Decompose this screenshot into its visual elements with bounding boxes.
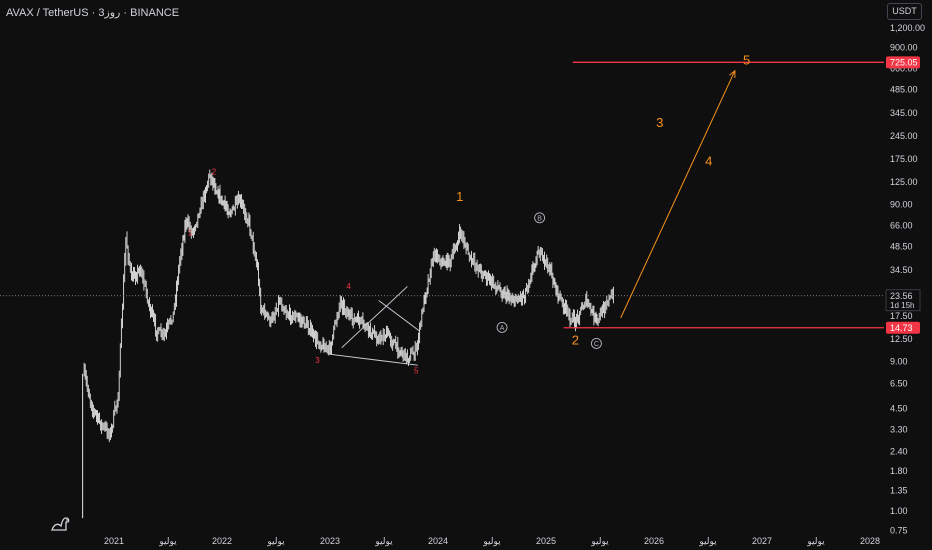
corrective-wave-label: B [537, 216, 542, 223]
y-tick-label: 900.00 [890, 43, 918, 53]
y-tick-label: 34.50 [890, 265, 913, 275]
y-tick-label: 1.35 [890, 486, 908, 496]
wave-label-orange: 2 [572, 333, 579, 348]
y-tick-label: 1.00 [890, 506, 908, 516]
corrective-wave-label: C [594, 341, 599, 348]
y-tick-label: 1,200.00 [890, 23, 925, 33]
x-tick-label: 2023 [320, 536, 340, 546]
corrective-wave-circle [590, 337, 602, 349]
current-price-label: 23.56 [890, 291, 913, 301]
y-tick-label: 48.50 [890, 242, 913, 252]
countdown-label: 1d 15h [890, 301, 914, 310]
x-tick-label: يوليو [482, 536, 501, 546]
wave-label-orange: 4 [705, 153, 712, 168]
y-tick-label: 125.00 [890, 177, 918, 187]
y-tick-label: 9.00 [890, 356, 908, 366]
y-tick-label: 1.80 [890, 466, 908, 476]
corrective-wave-circle [534, 212, 546, 224]
x-tick-label: يوليو [266, 536, 285, 546]
wave-label-red: 2 [212, 167, 217, 176]
current-price-box [885, 289, 921, 312]
currency-selector[interactable]: USDT [887, 3, 922, 20]
wave-label-red: 1 [188, 229, 193, 238]
x-tick-label: يوليو [698, 536, 717, 546]
y-tick-label: 90.00 [890, 199, 913, 209]
y-tick-label: 66.00 [890, 221, 913, 231]
wave-label-red: 5 [414, 367, 419, 376]
x-tick-label: 2021 [104, 536, 124, 546]
y-tick-label: 3.30 [890, 425, 908, 435]
x-tick-label: 2024 [428, 536, 448, 546]
y-tick-label: 345.00 [890, 108, 918, 118]
triangle-lower-line [329, 353, 418, 366]
y-tick-label: 12.50 [890, 334, 913, 344]
y-tick-label: 2.40 [890, 446, 908, 456]
x-tick-label: يوليو [590, 536, 609, 546]
x-tick-label: 2026 [644, 536, 664, 546]
wave-label-orange: 3 [656, 115, 663, 130]
y-tick-label: 245.00 [890, 131, 918, 141]
x-tick-label: 2022 [212, 536, 232, 546]
x-tick-label: يوليو [806, 536, 825, 546]
wave-label-red: 4 [346, 282, 351, 291]
y-tick-label: 17.50 [890, 311, 913, 321]
y-tick-label: 0.75 [890, 526, 908, 536]
corrective-wave-circle [496, 321, 508, 333]
x-tick-label: 2027 [752, 536, 772, 546]
symbol-title[interactable]: AVAX / TetherUS · 3روز · BINANCE [6, 7, 180, 19]
projection-arrow-head [729, 69, 736, 78]
tradingview-logo-icon[interactable] [50, 512, 72, 532]
triangle-upper-line [341, 286, 408, 348]
x-tick-label: يوليو [158, 536, 177, 546]
projection-arrow-line [620, 70, 736, 319]
level-label: 725.05 [890, 57, 918, 67]
y-tick-label: 6.50 [890, 378, 908, 388]
level-tag [886, 56, 920, 69]
corrective-wave-label: A [500, 325, 505, 332]
level-label: 14.73 [890, 323, 913, 333]
x-tick-label: يوليو [374, 536, 393, 546]
y-tick-label: 485.00 [890, 85, 918, 95]
y-tick-label: 660.00 [890, 64, 918, 74]
y-tick-label: 175.00 [890, 154, 918, 164]
x-tick-label: 2028 [860, 536, 880, 546]
wave-label-red: 3 [315, 356, 320, 365]
level-tag [886, 321, 920, 334]
triangle-side-line [378, 300, 421, 332]
x-tick-label: 2025 [536, 536, 556, 546]
wave-label-orange: 5 [743, 53, 750, 68]
wave-label-orange: 1 [456, 189, 463, 204]
y-tick-label: 4.50 [890, 404, 908, 414]
